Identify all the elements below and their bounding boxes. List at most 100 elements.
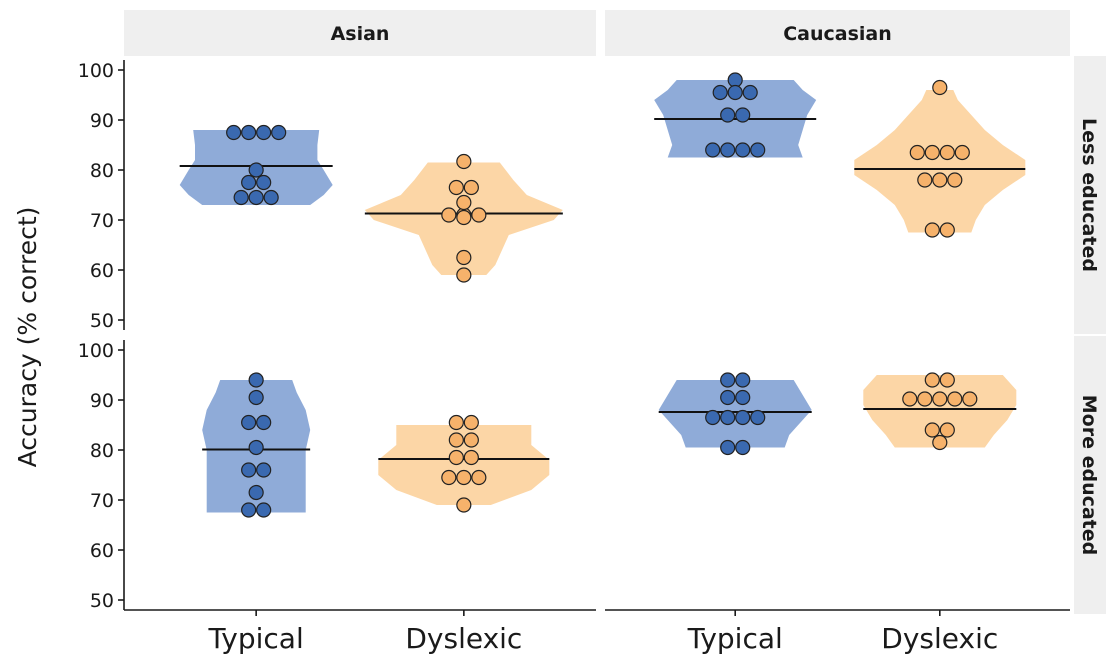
data-point <box>441 207 457 223</box>
data-point <box>441 469 457 486</box>
data-point <box>463 449 479 466</box>
data-point <box>241 414 257 431</box>
data-point <box>463 432 479 448</box>
data-point <box>456 209 472 226</box>
data-point <box>932 391 948 407</box>
data-point <box>902 391 918 407</box>
data-point <box>248 162 264 178</box>
data-point <box>750 142 766 158</box>
violin-dyslexic <box>378 425 550 505</box>
data-point <box>750 409 766 426</box>
y-tick-label: 90 <box>90 110 114 132</box>
data-point <box>924 144 940 161</box>
data-point <box>448 432 464 448</box>
data-point <box>256 414 272 431</box>
data-point <box>256 124 272 141</box>
data-point <box>932 79 948 96</box>
strip-label-row-0: Less educated <box>1078 118 1100 272</box>
data-point <box>735 439 751 456</box>
x-tick-label: Dyslexic <box>405 622 522 655</box>
data-point <box>448 449 464 466</box>
data-point <box>712 84 728 101</box>
data-point <box>939 222 955 238</box>
data-point <box>705 142 721 158</box>
data-point <box>456 249 472 266</box>
data-point <box>735 372 751 388</box>
data-point <box>720 389 736 406</box>
strip-row-1-bg <box>1074 336 1106 614</box>
y-tick-label: 50 <box>90 310 114 332</box>
data-point <box>939 144 955 161</box>
data-point <box>742 84 758 101</box>
y-tick-label: 100 <box>78 60 114 82</box>
violin-dyslexic <box>854 90 1026 233</box>
strip-caucasian-bg <box>605 10 1070 56</box>
data-point <box>263 189 279 206</box>
data-point <box>924 422 940 438</box>
data-point <box>720 372 736 388</box>
strip-asian-bg <box>124 10 596 56</box>
y-tick-label: 80 <box>90 440 114 462</box>
violin-dyslexic <box>863 375 1017 448</box>
strip-label-caucasian: Caucasian <box>783 23 892 45</box>
data-point <box>727 84 743 101</box>
data-point <box>241 124 257 141</box>
violin-typical <box>658 380 812 448</box>
data-point <box>456 194 472 211</box>
data-point <box>448 179 464 196</box>
data-point <box>924 222 940 238</box>
data-point <box>226 124 242 141</box>
data-point <box>471 207 487 223</box>
data-point <box>463 179 479 196</box>
data-point <box>720 107 736 123</box>
data-point <box>456 469 472 486</box>
data-point <box>917 172 933 188</box>
strip-row-0-bg <box>1074 56 1106 334</box>
data-point <box>932 172 948 188</box>
data-point <box>471 469 487 486</box>
data-point <box>947 391 963 407</box>
data-point <box>241 462 257 478</box>
strip-label-row-1: More educated <box>1078 395 1100 556</box>
x-tick-label: Typical <box>208 622 304 655</box>
data-point <box>735 142 751 158</box>
data-point <box>924 372 940 388</box>
data-point <box>233 189 249 206</box>
y-axis-label: Accuracy (% correct) <box>13 207 42 468</box>
y-tick-label: 60 <box>90 540 114 562</box>
data-point <box>256 174 272 191</box>
data-point <box>909 144 925 161</box>
data-point <box>248 439 264 456</box>
data-point <box>248 189 264 206</box>
data-point <box>456 497 472 513</box>
data-point <box>448 414 464 431</box>
strip-label-asian: Asian <box>331 23 390 45</box>
data-point <box>962 391 978 407</box>
data-point <box>256 462 272 478</box>
y-tick-label: 80 <box>90 160 114 182</box>
data-point <box>248 389 264 406</box>
y-tick-label: 50 <box>90 590 114 612</box>
data-point <box>456 153 472 170</box>
data-point <box>456 267 472 283</box>
data-point <box>947 172 963 188</box>
data-point <box>720 439 736 456</box>
y-tick-label: 70 <box>90 490 114 512</box>
data-point <box>720 409 736 426</box>
data-point <box>917 391 933 407</box>
y-tick-label: 60 <box>90 260 114 282</box>
data-point <box>720 142 736 158</box>
data-point <box>954 144 970 161</box>
data-point <box>256 502 272 518</box>
data-point <box>248 372 264 388</box>
x-tick-label: Typical <box>687 622 783 655</box>
data-point <box>735 107 751 123</box>
data-point <box>735 409 751 426</box>
data-point <box>939 372 955 388</box>
data-point <box>932 434 948 451</box>
data-point <box>939 422 955 438</box>
data-point <box>271 124 287 141</box>
data-point <box>735 389 751 406</box>
x-tick-label: Dyslexic <box>881 622 998 655</box>
